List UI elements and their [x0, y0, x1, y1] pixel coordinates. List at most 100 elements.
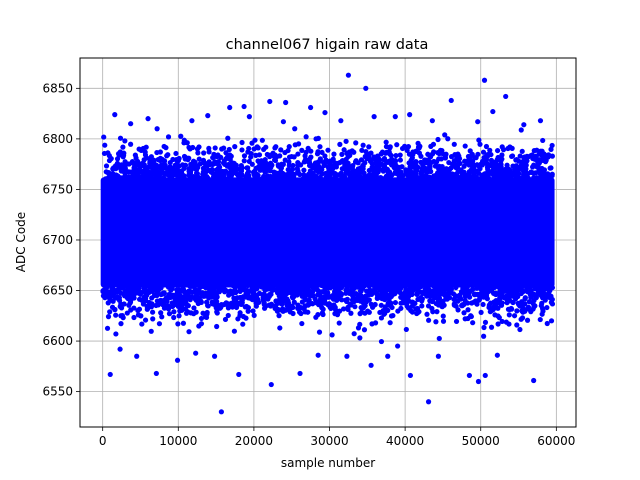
- data-point: [526, 284, 533, 290]
- data-point: [399, 164, 405, 170]
- data-point: [282, 149, 288, 156]
- data-point: [475, 151, 481, 157]
- data-point: [397, 157, 403, 163]
- data-point: [328, 305, 334, 311]
- data-point: [250, 285, 256, 291]
- data-point: [121, 152, 127, 158]
- data-point: [206, 145, 212, 152]
- data-point: [302, 284, 308, 291]
- data-point: [539, 311, 545, 317]
- data-point: [106, 157, 113, 164]
- data-point: [200, 157, 207, 164]
- plot-area-frame: [79, 57, 577, 428]
- data-point: [140, 298, 147, 305]
- data-point: [204, 174, 210, 180]
- data-point: [177, 302, 183, 308]
- data-point: [517, 326, 523, 333]
- data-point: [417, 143, 423, 149]
- data-point: [435, 136, 441, 143]
- data-point: [429, 290, 436, 297]
- data-point: [268, 302, 274, 308]
- data-point: [197, 285, 203, 291]
- data-point: [506, 289, 512, 296]
- data-point: [193, 170, 200, 176]
- data-point: [307, 293, 313, 299]
- data-point: [106, 170, 112, 177]
- outlier-point-9: [425, 399, 432, 405]
- data-point: [264, 151, 270, 158]
- data-point: [131, 314, 137, 321]
- data-point: [495, 305, 501, 311]
- data-point: [386, 149, 392, 155]
- data-point: [302, 297, 308, 303]
- data-point: [214, 310, 220, 316]
- data-point: [427, 298, 433, 304]
- data-point: [379, 290, 385, 296]
- data-point: [409, 309, 416, 315]
- data-point: [240, 285, 247, 291]
- data-point: [346, 170, 352, 177]
- data-point: [298, 310, 304, 317]
- data-point: [482, 319, 489, 325]
- data-point: [445, 174, 451, 180]
- data-point: [151, 292, 157, 299]
- outlier-point-36: [322, 109, 328, 116]
- outlier-point-38: [407, 112, 413, 118]
- data-point: [120, 144, 126, 150]
- outlier-point-44: [205, 113, 211, 119]
- data-point: [395, 308, 401, 314]
- data-point: [528, 169, 534, 175]
- data-point: [218, 168, 225, 175]
- data-point: [390, 312, 396, 319]
- data-point: [340, 158, 346, 164]
- data-point: [245, 173, 252, 179]
- data-point: [517, 175, 523, 181]
- outlier-point-8: [218, 409, 224, 415]
- data-point: [466, 292, 472, 298]
- data-point: [395, 176, 402, 182]
- outlier-point-49: [292, 126, 298, 132]
- data-point: [326, 170, 332, 176]
- outlier-point-39: [429, 118, 435, 124]
- data-point: [442, 132, 448, 138]
- data-point: [396, 168, 402, 174]
- data-point: [409, 159, 415, 165]
- data-point: [282, 296, 288, 302]
- outlier-point-6: [283, 99, 289, 106]
- data-point: [272, 305, 278, 311]
- data-point: [403, 326, 409, 333]
- data-point: [196, 144, 202, 150]
- data-point: [415, 164, 421, 170]
- data-point: [144, 155, 150, 161]
- y-tick-label-5: 6800: [42, 132, 73, 146]
- outlier-point-7: [308, 104, 314, 111]
- data-point: [364, 288, 370, 294]
- data-point: [374, 153, 381, 159]
- data-point: [215, 158, 222, 165]
- data-point: [528, 153, 534, 159]
- data-point: [376, 285, 382, 292]
- data-point: [487, 147, 493, 153]
- y-tick-label-6: 6850: [42, 81, 73, 95]
- data-point: [292, 142, 298, 148]
- outlier-point-13: [153, 370, 159, 377]
- data-point: [359, 147, 365, 153]
- data-point: [136, 146, 142, 152]
- data-point: [337, 285, 343, 291]
- data-point: [507, 144, 513, 150]
- data-point: [186, 329, 192, 335]
- data-point: [522, 176, 528, 182]
- data-point: [441, 291, 447, 297]
- data-point: [366, 283, 372, 289]
- data-point: [381, 311, 387, 317]
- data-point: [117, 152, 123, 158]
- data-point: [299, 320, 305, 327]
- data-point: [529, 164, 536, 170]
- data-point: [249, 161, 255, 167]
- data-point: [378, 315, 385, 321]
- data-point: [154, 173, 160, 179]
- data-point: [393, 152, 399, 159]
- data-point: [319, 171, 325, 177]
- data-point: [522, 296, 528, 302]
- data-point: [164, 304, 170, 310]
